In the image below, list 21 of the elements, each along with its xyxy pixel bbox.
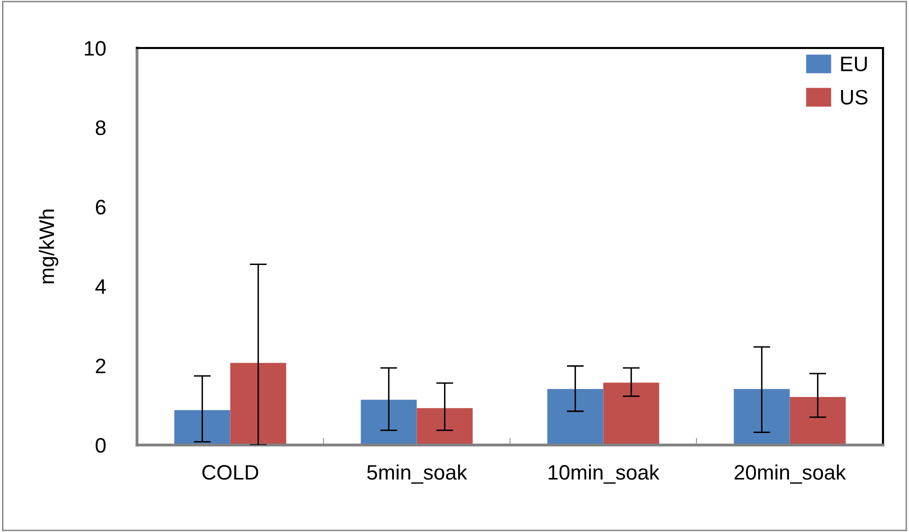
y-tick-label: 4: [95, 279, 106, 294]
bar: [790, 396, 846, 445]
bar: [416, 408, 473, 445]
legend-label: EU: [841, 56, 867, 72]
bar: [734, 389, 790, 445]
y-tick-label: 10: [84, 41, 106, 56]
bar: [360, 400, 417, 445]
bar: [603, 382, 660, 445]
y-tick-label: 2: [96, 358, 106, 374]
y-tick-label: 6: [96, 200, 106, 215]
legend-label: US: [841, 90, 868, 105]
bar: [174, 410, 230, 445]
y-axis-title: mg/kWh: [38, 210, 58, 284]
x-tick-label: COLD: [202, 464, 258, 480]
bar: [547, 389, 604, 445]
x-tick-label: 20min_soak: [734, 464, 846, 484]
bar: [230, 362, 286, 445]
x-tick-label: 10min_soak: [548, 464, 660, 484]
x-tick-label: 5min_soak: [367, 464, 468, 484]
y-tick-label: 0: [96, 438, 106, 453]
y-tick-label: 8: [96, 120, 106, 136]
